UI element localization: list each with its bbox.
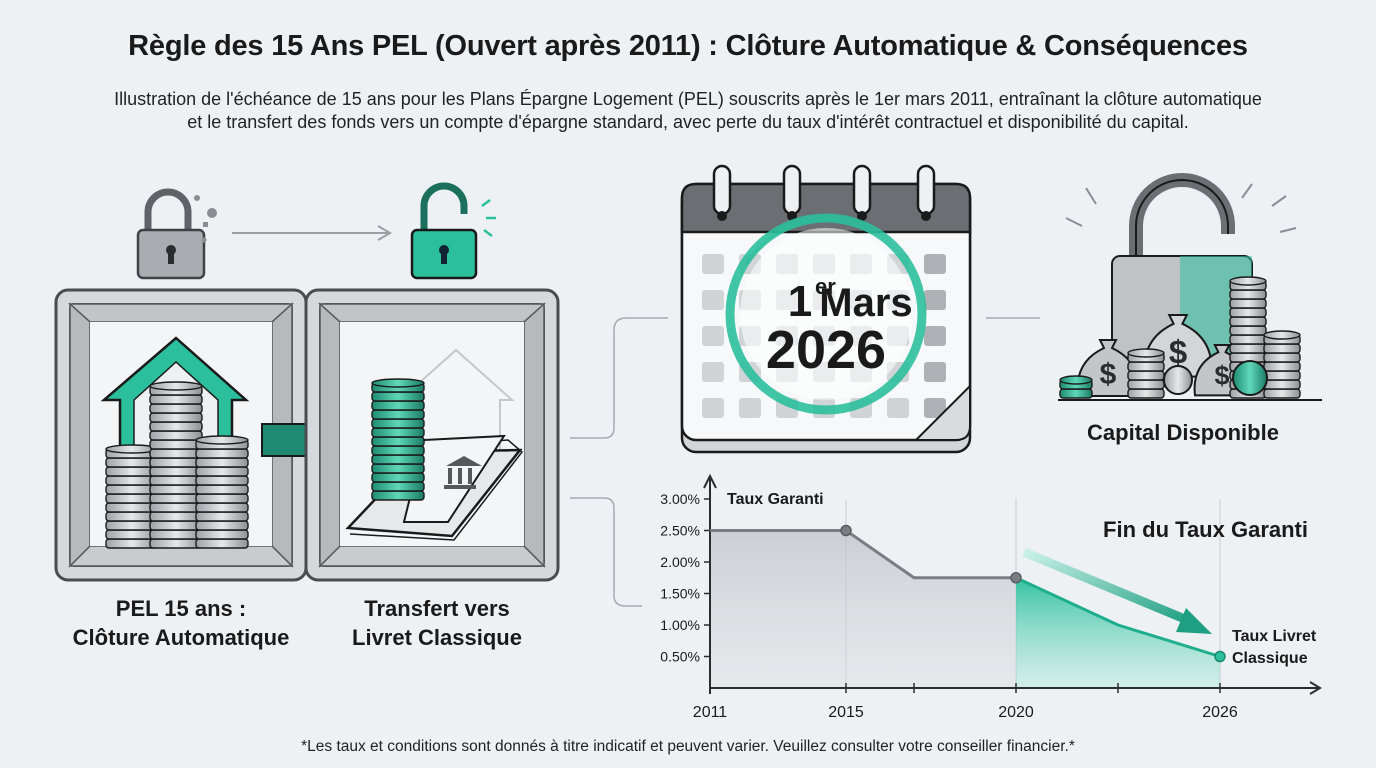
x-axis [710,681,1322,695]
trend-arrow [1022,547,1194,627]
svg-text:$: $ [1100,358,1117,391]
y-tick-label: 2.50% [660,523,700,539]
data-point [840,524,852,537]
rate-chart: 3.00% 2.50% 2.00% 1.50% 1.00% 0.50% 2011 2015 20… [660,473,1322,721]
calendar-month: Mars [819,281,912,325]
subtitle-line-2: et le transfert des fonds vers un compte… [187,112,1189,132]
trend-arrow-head [1176,608,1212,634]
x-tick-label: 2020 [998,704,1034,721]
calendar-year: 2026 [766,320,886,380]
capital-money-icon: $ $ $ [1058,173,1322,401]
coin-stack-teal [371,378,425,501]
page-title: Règle des 15 Ans PEL (Ouvert après 2011)… [128,30,1248,62]
pel-label-line-1: PEL 15 ans : [115,596,247,621]
y-tick-label: 0.50% [660,649,700,665]
y-axis [703,473,717,694]
svg-text:$: $ [1169,333,1187,370]
pel-label-line-2: Clôture Automatique [72,625,290,650]
area-guaranteed [710,530,1016,688]
lock-closed-icon [136,188,217,280]
svg-text:$: $ [1214,361,1229,391]
y-tick-label: 2.00% [660,554,700,570]
livret-panel [304,288,560,582]
footnote: *Les taux et conditions sont donnés à ti… [301,738,1075,755]
transfer-label-line-2: Livret Classique [352,625,522,650]
annotation-livret-line-1: Taux Livret [1232,628,1317,645]
lock-arrow [232,225,392,241]
calendar-icon: 1 er Mars 2026 [680,164,972,454]
calendar-day: 1 [788,277,812,326]
y-tick-label: 1.00% [660,617,700,633]
transfer-label-line-1: Transfert vers [364,596,510,621]
transfer-label: Transfert vers Livret Classique [306,594,568,652]
y-tick-label: 1.50% [660,586,700,602]
series-line-livret [1015,576,1221,658]
area-livret [1016,577,1220,688]
x-tick-label: 2026 [1202,704,1238,721]
data-point [1010,572,1022,584]
series-line-guaranteed [710,529,1016,580]
annotation-taux-garanti: Taux Garanti [727,491,824,508]
pel-panel [54,288,308,582]
pel-label: PEL 15 ans : Clôture Automatique [50,594,312,652]
coin-stacks-gray [105,381,249,549]
y-tick-label: 3.00% [660,491,700,507]
annotation-livret-line-2: Classique [1232,650,1308,667]
annotation-fin-taux: Fin du Taux Garanti [1103,517,1308,542]
x-tick-label: 2011 [693,704,728,721]
subtitle-line-1: Illustration de l'échéance de 15 ans pou… [114,89,1262,109]
lock-open-icon [410,182,496,280]
capital-label: Capital Disponible [1087,420,1279,445]
data-point [1214,650,1226,663]
calendar-day-suffix: er [815,274,836,299]
page-subtitle: Illustration de l'échéance de 15 ans pou… [70,88,1306,134]
x-tick-label: 2015 [828,704,864,721]
